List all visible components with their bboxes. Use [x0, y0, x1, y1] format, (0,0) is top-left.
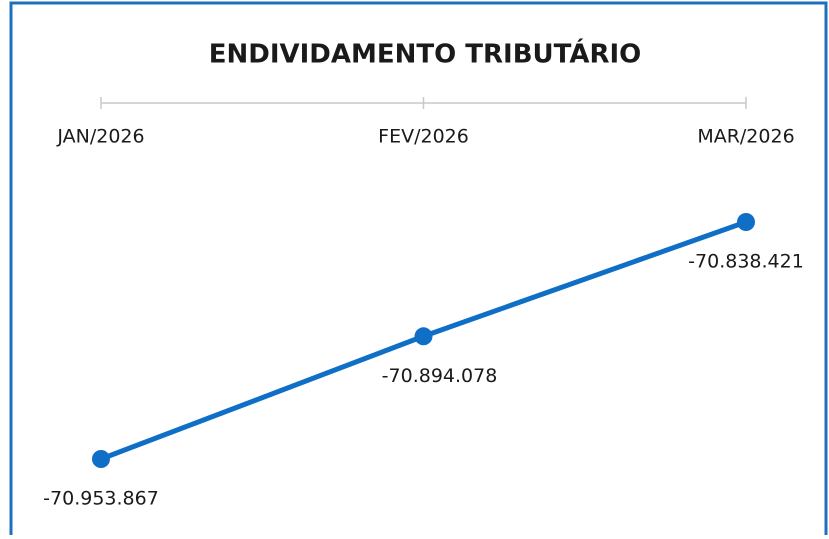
- x-tick-label: JAN/2026: [56, 126, 144, 148]
- x-tick-label: FEV/2026: [378, 126, 469, 148]
- chart-title: ENDIVIDAMENTO TRIBUTÁRIO: [209, 38, 642, 70]
- data-point: [92, 450, 110, 468]
- data-label: -70.894.078: [382, 365, 498, 387]
- data-label: -70.838.421: [688, 251, 804, 273]
- frame: [9, 1, 828, 535]
- data-label: -70.953.867: [43, 488, 159, 510]
- x-tick-label: MAR/2026: [697, 126, 794, 148]
- data-point: [737, 213, 755, 231]
- data-point: [414, 327, 433, 346]
